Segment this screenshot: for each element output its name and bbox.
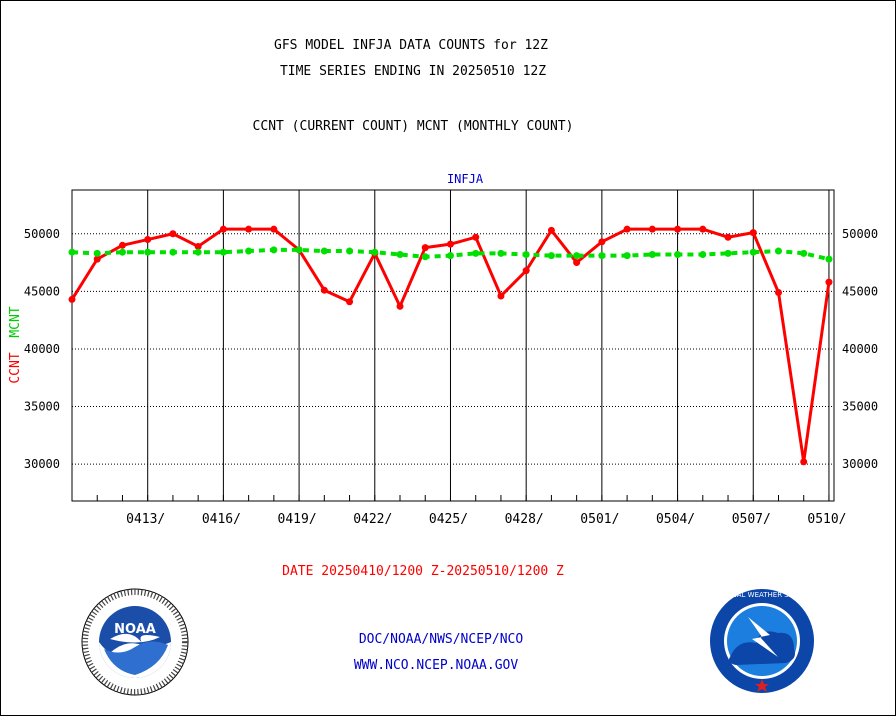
data-point-ccnt [144,236,152,244]
data-point-mcnt [346,247,354,255]
data-point-mcnt [118,248,126,256]
data-point-ccnt [749,229,757,237]
plot-area [71,189,835,502]
data-point-ccnt [724,233,732,241]
data-point-mcnt [371,248,379,256]
plot-title: INFJA [447,172,484,186]
footer-url: WWW.NCO.NCEP.NOAA.GOV [353,658,519,673]
data-point-ccnt [68,295,76,303]
y-tick-label-right: 40000 [842,342,878,356]
data-point-mcnt [93,249,101,257]
y-tick-label-left: 45000 [24,284,60,298]
x-tick-label: 0507/ [732,512,771,527]
data-point-ccnt [800,458,808,466]
data-point-mcnt [522,251,530,259]
x-tick-label: 0422/ [353,512,392,527]
data-point-mcnt [547,252,555,260]
x-tick-label: 0425/ [429,512,468,527]
data-point-mcnt [674,251,682,259]
x-tick-label: 0510/ [807,512,846,527]
x-tick-label: 0413/ [126,512,165,527]
data-point-mcnt [295,246,303,254]
data-point-ccnt [774,289,782,297]
data-point-ccnt [472,233,480,241]
data-point-ccnt [497,292,505,300]
chart-title-line1: GFS MODEL INFJA DATA COUNTS for 12Z [274,38,548,53]
data-point-ccnt [648,225,656,233]
data-point-ccnt [320,286,328,294]
data-point-mcnt [320,247,328,255]
data-point-ccnt [245,225,253,233]
y-tick-label-left: 35000 [24,400,60,414]
data-point-mcnt [825,255,833,263]
data-point-mcnt [169,248,177,256]
data-point-mcnt [421,253,429,261]
x-axis-label: DATE 20250410/1200 Z-20250510/1200 Z [282,564,564,579]
y-tick-label-left: 40000 [24,342,60,356]
data-point-ccnt [194,242,202,250]
chart-title-line2: TIME SERIES ENDING IN 20250510 12Z [279,64,547,79]
x-tick-label: 0416/ [202,512,241,527]
data-point-ccnt [573,259,581,267]
x-tick-label: 0501/ [580,512,619,527]
data-point-mcnt [648,251,656,259]
nws-logo-text: NATIONAL WEATHER SERVICE [710,591,814,599]
data-point-ccnt [346,298,354,306]
data-point-mcnt [194,248,202,256]
data-point-mcnt [598,252,606,260]
data-point-mcnt [800,249,808,257]
data-point-mcnt [245,247,253,255]
chart-subtitle: CCNT (CURRENT COUNT) MCNT (MONTHLY COUNT… [252,119,574,134]
y-tick-label-right: 35000 [842,400,878,414]
data-point-ccnt [396,302,404,310]
y-tick-label-right: 45000 [842,284,878,298]
x-tick-label: 0419/ [278,512,317,527]
x-tick-label: 0428/ [505,512,544,527]
data-point-mcnt [219,248,227,256]
data-point-ccnt [598,238,606,246]
noaa-logo-text: NOAA [114,622,156,637]
data-point-ccnt [93,255,101,263]
data-point-ccnt [825,278,833,286]
data-point-ccnt [446,240,454,248]
data-point-mcnt [573,252,581,260]
data-point-mcnt [446,252,454,260]
data-point-mcnt [724,249,732,257]
data-point-ccnt [623,225,631,233]
y-tick-label-left: 30000 [24,457,60,471]
noaa-logo: NOAA [81,588,189,696]
data-point-mcnt [144,248,152,256]
footer-doc: DOC/NOAA/NWS/NCEP/NCO [358,632,524,647]
y-axis-label-mcnt: MCNT [8,306,23,337]
y-tick-label-right: 50000 [842,227,878,241]
data-point-mcnt [68,248,76,256]
y-tick-label-right: 30000 [842,457,878,471]
data-point-mcnt [623,252,631,260]
data-point-mcnt [270,246,278,254]
data-point-mcnt [749,248,757,256]
data-point-mcnt [396,251,404,259]
data-point-ccnt [699,225,707,233]
nws-logo: NATIONAL WEATHER SERVICE [710,589,814,693]
data-point-mcnt [497,249,505,257]
data-point-ccnt [169,230,177,238]
data-point-ccnt [674,225,682,233]
data-point-ccnt [219,225,227,233]
data-point-ccnt [522,267,530,275]
data-point-mcnt [699,251,707,259]
data-point-ccnt [118,241,126,249]
data-point-ccnt [547,226,555,234]
data-point-ccnt [270,225,278,233]
data-point-mcnt [472,249,480,257]
x-tick-label: 0504/ [656,512,695,527]
data-point-ccnt [421,244,429,252]
y-axis-label-ccnt: CCNT [8,352,23,383]
data-point-mcnt [774,247,782,255]
y-tick-label-left: 50000 [24,227,60,241]
